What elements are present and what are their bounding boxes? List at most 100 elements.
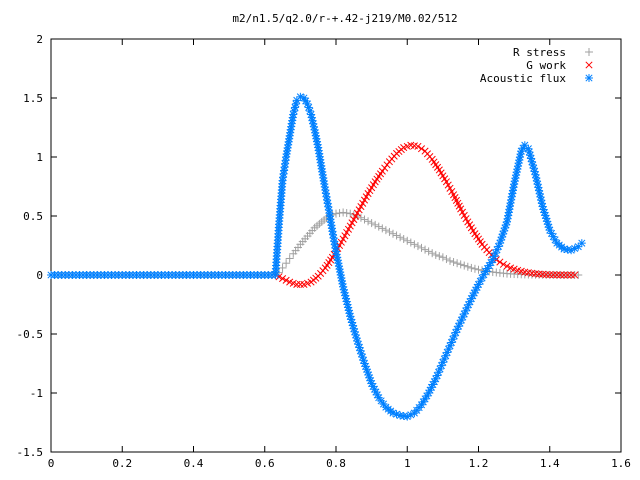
data-point-fill — [320, 183, 329, 192]
legend-entry: G work — [526, 59, 593, 72]
data-point-fill — [539, 205, 548, 214]
data-point-fill — [348, 219, 356, 227]
data-point-fill — [335, 209, 344, 218]
data-point-fill — [364, 370, 373, 379]
data-point-fill — [505, 202, 514, 211]
data-point-fill — [463, 262, 472, 271]
data-point-fill — [355, 206, 363, 214]
data-point-fill — [460, 211, 468, 219]
data-point-fill — [353, 209, 361, 217]
y-tick-label: 0.5 — [23, 210, 43, 223]
data-point — [442, 178, 450, 186]
data-point — [381, 226, 390, 235]
x-tick-label: 1 — [404, 457, 411, 470]
y-tick-label: 0 — [36, 269, 43, 282]
data-point-fill — [442, 255, 451, 264]
y-tick-label: 1 — [36, 151, 43, 164]
data-point-fill — [392, 231, 401, 240]
x-tick: 0.4 — [184, 39, 204, 470]
data-point — [278, 263, 287, 272]
data-point — [360, 215, 369, 224]
legend-label: G work — [526, 59, 566, 72]
x-tick: 1 — [404, 39, 411, 470]
data-point-fill — [282, 276, 290, 284]
data-point — [457, 205, 465, 213]
data-point — [431, 374, 440, 383]
data-point-fill — [359, 199, 367, 207]
data-point — [453, 259, 462, 268]
data-point-fill — [448, 187, 456, 196]
legend-label: Acoustic flux — [480, 72, 566, 85]
series-acoustic-flux — [47, 92, 586, 421]
data-point — [374, 222, 383, 231]
data-point-fill — [337, 238, 345, 246]
data-point-fill — [378, 224, 387, 233]
y-tick-label: -1.5 — [17, 446, 44, 459]
x-tick: 1.2 — [469, 39, 488, 470]
y-tick: 2 — [36, 33, 621, 46]
data-point — [474, 265, 483, 274]
data-point-fill — [428, 249, 437, 258]
data-point — [410, 240, 419, 249]
data-point — [424, 247, 433, 256]
y-tick-label: 1.5 — [23, 92, 43, 105]
data-point-fill — [570, 244, 579, 253]
data-point-fill — [341, 232, 349, 240]
data-point-fill — [285, 134, 294, 143]
data-point-fill — [503, 262, 511, 270]
x-tick-label: 1.4 — [540, 457, 560, 470]
data-point — [417, 243, 426, 252]
data-point-fill — [364, 217, 373, 226]
data-point-fill — [406, 238, 415, 247]
chart-title: m2/n1.5/q2.0/r-+.42-j219/M0.02/512 — [232, 12, 457, 25]
data-point-fill — [371, 220, 380, 229]
data-point — [446, 256, 454, 265]
y-tick: 1.5 — [23, 92, 621, 105]
data-point-fill — [385, 227, 394, 236]
data-point — [339, 208, 348, 217]
data-point — [414, 142, 422, 150]
data-point-fill — [456, 260, 465, 269]
legend-marker — [585, 61, 593, 69]
x-tick: 0.6 — [255, 39, 275, 470]
data-point-fill — [352, 212, 360, 220]
data-point — [396, 233, 405, 242]
data-point — [577, 239, 586, 248]
data-point-fill — [346, 222, 354, 230]
data-point-fill — [417, 145, 426, 153]
data-point-fill — [435, 252, 444, 261]
x-tick: 0.8 — [326, 39, 346, 470]
x-tick: 0 — [48, 39, 55, 470]
series-r-stress — [47, 208, 583, 279]
legend-marker — [585, 48, 593, 56]
data-point-fill — [362, 193, 370, 201]
data-point-fill — [470, 264, 479, 273]
x-tick: 0.2 — [112, 39, 132, 470]
data-point — [343, 228, 351, 237]
data-point — [431, 250, 440, 259]
x-tick-label: 0 — [48, 457, 55, 470]
data-point-fill — [381, 164, 389, 172]
y-tick: -0.5 — [17, 328, 621, 341]
data-point-fill — [462, 215, 470, 223]
data-point-fill — [342, 209, 351, 218]
data-point — [574, 271, 583, 279]
legend-label: R stress — [513, 46, 566, 59]
data-point — [438, 253, 447, 262]
data-point — [357, 203, 365, 211]
data-point — [389, 229, 397, 238]
data-point-fill — [339, 235, 347, 243]
data-point-fill — [533, 180, 542, 189]
data-point-fill — [446, 184, 454, 192]
x-tick-label: 0.4 — [184, 457, 204, 470]
axis-ticks: 0 0.2 0.4 0.6 0.8 1 1.2 1.4 1.6 -1.5 -1 -0.5 0 0.5 1 1.… — [17, 33, 631, 470]
y-tick: 0.5 — [23, 210, 621, 223]
data-point — [378, 167, 386, 175]
data-point-fill — [421, 245, 430, 254]
data-point — [460, 261, 469, 270]
series-layer — [47, 92, 586, 421]
data-point — [403, 236, 412, 245]
legend-entry: Acoustic flux — [480, 72, 593, 85]
data-point-fill — [541, 211, 550, 220]
data-point — [403, 412, 412, 421]
